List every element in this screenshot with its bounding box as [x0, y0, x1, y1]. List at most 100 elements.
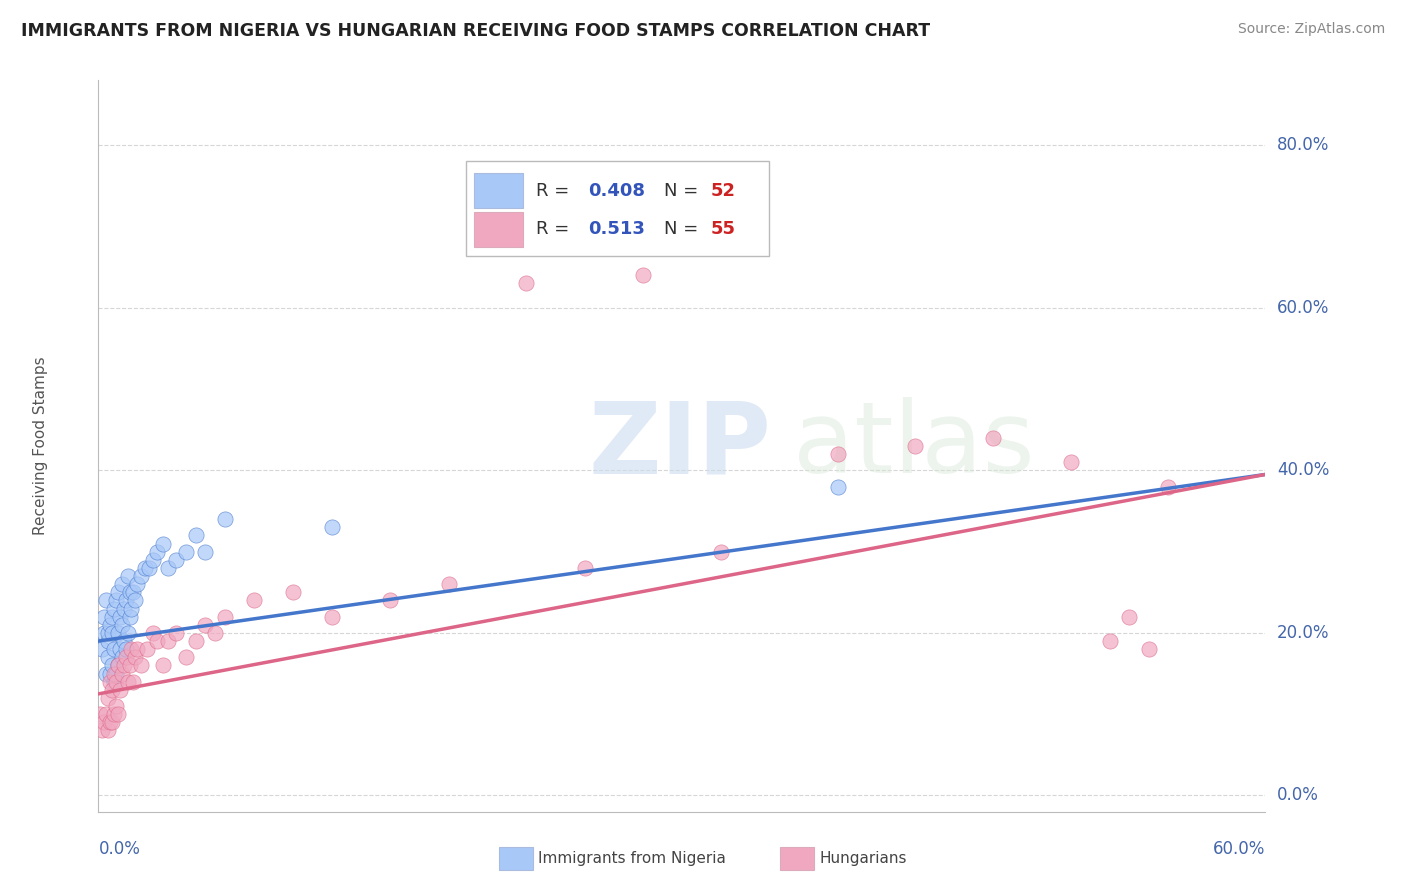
Point: [574, 561, 596, 575]
Text: 80.0%: 80.0%: [1277, 136, 1330, 154]
Text: Immigrants from Nigeria: Immigrants from Nigeria: [538, 851, 727, 866]
FancyBboxPatch shape: [465, 161, 769, 256]
Point: [174, 650, 197, 665]
Point: [89, 707, 111, 722]
Point: [321, 609, 343, 624]
Point: [108, 642, 131, 657]
Text: 40.0%: 40.0%: [1277, 461, 1330, 479]
Point: [127, 577, 149, 591]
Point: [103, 707, 125, 722]
Text: N =: N =: [665, 220, 704, 238]
Point: [103, 666, 125, 681]
Point: [124, 593, 146, 607]
Point: [112, 601, 135, 615]
Point: [1137, 642, 1160, 657]
Point: [111, 666, 134, 681]
Point: [1060, 455, 1083, 469]
Point: [204, 626, 226, 640]
Point: [515, 277, 537, 291]
Text: N =: N =: [665, 182, 704, 200]
Point: [134, 561, 156, 575]
Point: [1157, 480, 1180, 494]
Point: [146, 544, 169, 558]
Point: [710, 544, 733, 558]
Point: [281, 585, 304, 599]
Point: [1098, 634, 1121, 648]
Point: [194, 617, 217, 632]
Text: Source: ZipAtlas.com: Source: ZipAtlas.com: [1237, 22, 1385, 37]
Point: [165, 626, 187, 640]
Text: 0.513: 0.513: [589, 220, 645, 238]
Point: [111, 577, 134, 591]
Point: [107, 585, 129, 599]
Point: [114, 593, 136, 607]
FancyBboxPatch shape: [474, 173, 523, 209]
Point: [114, 650, 136, 665]
Point: [93, 715, 115, 730]
Point: [118, 585, 141, 599]
Point: [121, 642, 143, 657]
Point: [107, 626, 129, 640]
Point: [101, 682, 124, 697]
Point: [98, 617, 121, 632]
Point: [631, 268, 654, 283]
Point: [104, 593, 127, 607]
Point: [97, 634, 120, 648]
Point: [101, 715, 124, 730]
Point: [91, 723, 114, 738]
Point: [103, 674, 125, 689]
Text: 52: 52: [711, 182, 737, 200]
Point: [129, 658, 152, 673]
Point: [142, 553, 165, 567]
Text: 60.0%: 60.0%: [1213, 840, 1265, 858]
Point: [117, 626, 139, 640]
Point: [107, 707, 129, 722]
Point: [101, 658, 124, 673]
Point: [108, 609, 131, 624]
Point: [97, 626, 120, 640]
Point: [321, 520, 343, 534]
Point: [437, 577, 460, 591]
Point: [111, 617, 134, 632]
Point: [117, 569, 139, 583]
Text: R =: R =: [536, 182, 575, 200]
Point: [98, 674, 121, 689]
Point: [98, 666, 121, 681]
Text: Receiving Food Stamps: Receiving Food Stamps: [32, 357, 48, 535]
Point: [142, 626, 165, 640]
Text: 0.0%: 0.0%: [98, 840, 141, 858]
Text: 0.0%: 0.0%: [1277, 787, 1319, 805]
Point: [101, 609, 124, 624]
Point: [91, 642, 114, 657]
Point: [184, 634, 207, 648]
Point: [118, 609, 141, 624]
Point: [127, 642, 149, 657]
Point: [97, 650, 120, 665]
Point: [827, 447, 849, 461]
Point: [121, 601, 143, 615]
Point: [101, 626, 124, 640]
Text: Hungarians: Hungarians: [820, 851, 907, 866]
Point: [111, 650, 134, 665]
Point: [1118, 609, 1140, 624]
Point: [827, 480, 849, 494]
Point: [152, 658, 174, 673]
Point: [165, 553, 187, 567]
Point: [103, 642, 125, 657]
Point: [380, 593, 402, 607]
Point: [122, 674, 145, 689]
Point: [157, 561, 180, 575]
Text: IMMIGRANTS FROM NIGERIA VS HUNGARIAN RECEIVING FOOD STAMPS CORRELATION CHART: IMMIGRANTS FROM NIGERIA VS HUNGARIAN REC…: [21, 22, 931, 40]
Point: [152, 536, 174, 550]
Point: [157, 634, 180, 648]
Point: [103, 601, 125, 615]
Point: [107, 658, 129, 673]
Point: [108, 682, 131, 697]
Point: [981, 431, 1004, 445]
Point: [904, 439, 927, 453]
Point: [93, 626, 115, 640]
Point: [104, 674, 127, 689]
Text: ZIP: ZIP: [589, 398, 772, 494]
Point: [93, 609, 115, 624]
Point: [96, 707, 118, 722]
